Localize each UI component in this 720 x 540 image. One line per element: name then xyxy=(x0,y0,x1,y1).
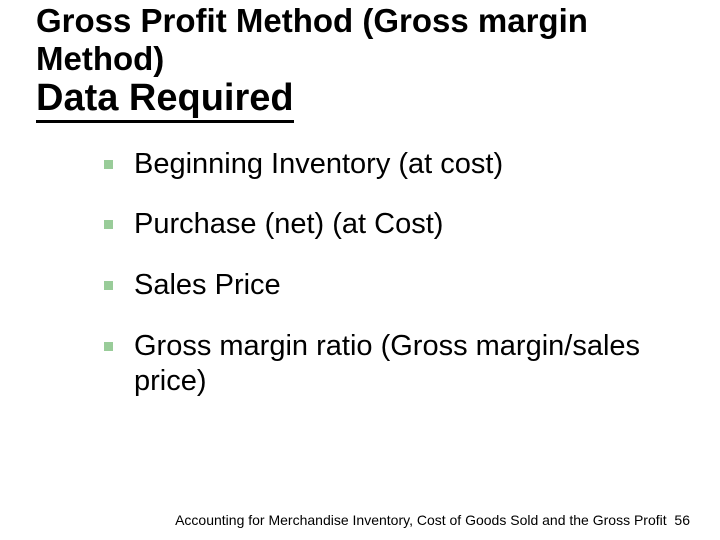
bullet-text: Gross margin ratio (Gross margin/sales p… xyxy=(134,330,640,397)
list-item: Beginning Inventory (at cost) xyxy=(104,147,684,182)
list-item: Gross margin ratio (Gross margin/sales p… xyxy=(104,329,684,399)
bullet-icon xyxy=(104,281,113,290)
page-number: 56 xyxy=(674,512,690,528)
bullet-icon xyxy=(104,160,113,169)
bullet-icon xyxy=(104,342,113,351)
footer-text: Accounting for Merchandise Inventory, Co… xyxy=(175,512,667,528)
subtitle-wrapper: Data Required xyxy=(36,78,684,123)
slide-title: Gross Profit Method (Gross margin Method… xyxy=(36,0,684,78)
bullet-text: Beginning Inventory (at cost) xyxy=(134,148,503,180)
slide-subtitle: Data Required xyxy=(36,78,294,123)
bullet-icon xyxy=(104,220,113,229)
list-item: Sales Price xyxy=(104,268,684,303)
bullet-text: Sales Price xyxy=(134,269,281,301)
bullet-list: Beginning Inventory (at cost) Purchase (… xyxy=(36,147,684,399)
list-item: Purchase (net) (at Cost) xyxy=(104,207,684,242)
slide-footer: Accounting for Merchandise Inventory, Co… xyxy=(175,512,690,528)
slide-container: Gross Profit Method (Gross margin Method… xyxy=(0,0,720,540)
bullet-text: Purchase (net) (at Cost) xyxy=(134,208,443,240)
